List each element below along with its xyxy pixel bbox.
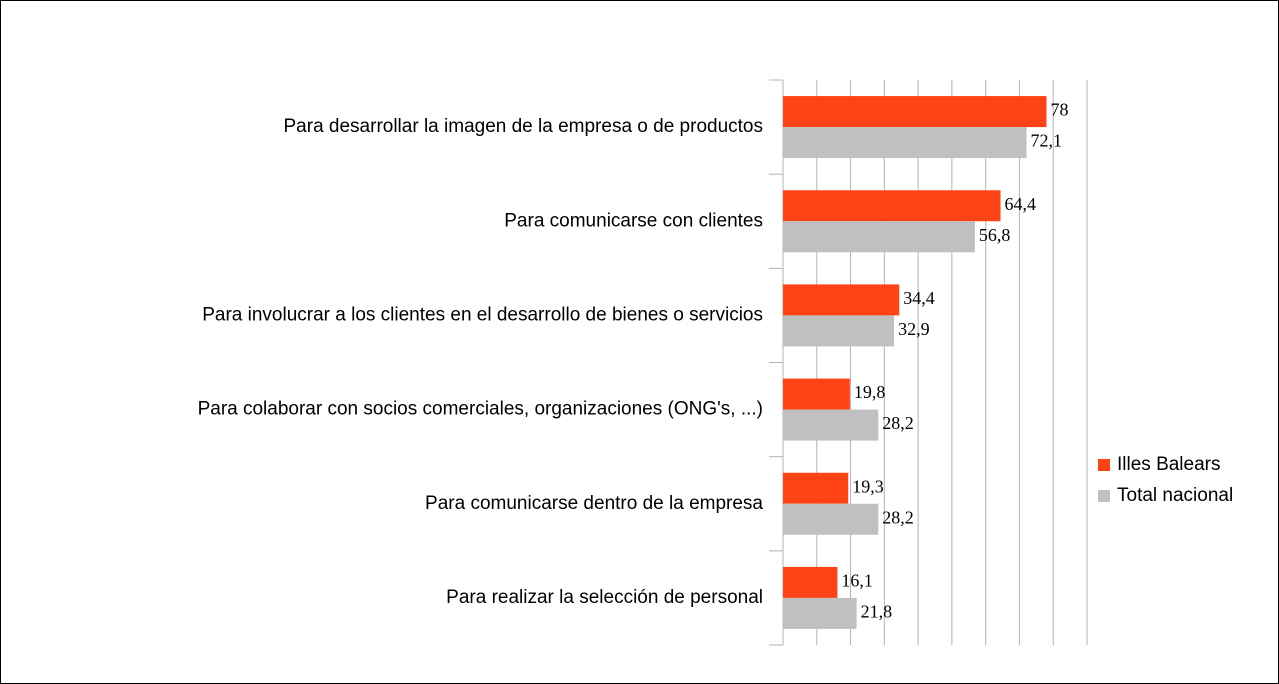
value-label: 16,1 — [841, 571, 873, 591]
category-label: Para colaborar con socios comerciales, o… — [198, 399, 763, 420]
value-label: 32,9 — [898, 319, 930, 339]
category-label: Para realizar la selección de personal — [446, 587, 763, 608]
value-label: 72,1 — [1031, 131, 1063, 151]
legend-swatch — [1098, 490, 1110, 502]
category-label: Para desarrollar la imagen de la empresa… — [284, 116, 764, 137]
category-label: Para comunicarse dentro de la empresa — [425, 493, 763, 514]
bar — [783, 597, 857, 629]
bar — [783, 127, 1027, 159]
value-label: 28,2 — [882, 507, 914, 527]
bar — [783, 284, 900, 316]
value-label: 34,4 — [903, 288, 935, 308]
value-label: 28,2 — [882, 413, 914, 433]
category-label: Para comunicarse con clientes — [504, 210, 763, 231]
bar — [783, 378, 850, 410]
value-label: 19,3 — [852, 476, 884, 496]
legend-label: Total nacional — [1117, 485, 1233, 506]
bar — [783, 503, 879, 535]
category-label: Para involucrar a los clientes en el des… — [202, 304, 763, 325]
value-label: 64,4 — [1005, 194, 1036, 214]
value-label: 78 — [1050, 100, 1068, 120]
value-label: 21,8 — [861, 602, 893, 622]
value-label: 56,8 — [979, 225, 1011, 245]
bar — [783, 315, 895, 347]
legend-label: Illes Balears — [1117, 454, 1221, 475]
bar — [783, 96, 1047, 128]
legend-swatch — [1098, 459, 1110, 471]
bar — [783, 566, 838, 598]
bar — [783, 409, 879, 441]
bar — [783, 190, 1001, 222]
value-label: 19,8 — [854, 382, 886, 402]
bar — [783, 472, 849, 504]
bar — [783, 221, 975, 253]
